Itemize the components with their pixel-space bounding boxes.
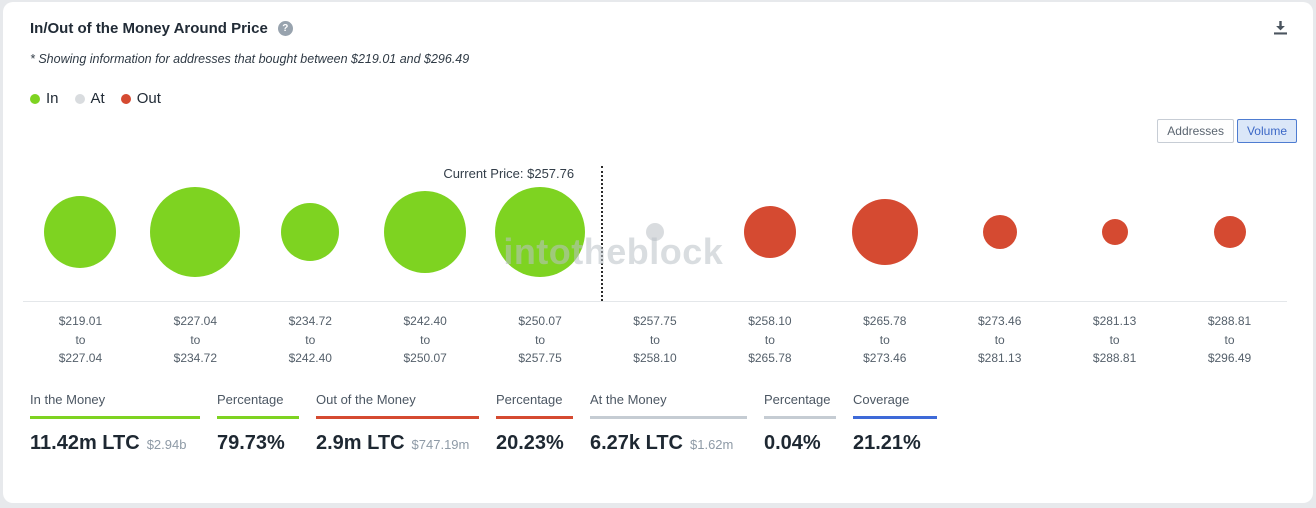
bubble-col-5 xyxy=(483,187,598,277)
bubble-out[interactable] xyxy=(1101,219,1128,245)
toggle-addresses-button[interactable]: Addresses xyxy=(1157,119,1234,143)
legend: In At Out xyxy=(30,90,1286,107)
current-price-label: Current Price: $257.76 xyxy=(443,166,575,181)
stat-1-in-the-money: In the Money 11.42m LTC $2.94b xyxy=(30,392,200,455)
bubble-col-6 xyxy=(598,223,713,241)
axis-label-5: $250.07 to $257.75 xyxy=(518,314,562,366)
bubble-at[interactable] xyxy=(645,223,664,241)
axis-label-2: $227.04 to $234.72 xyxy=(173,314,218,366)
stats-row: In the Money 11.42m LTC $2.94b Percentage 79… xyxy=(30,392,1286,455)
current-price-line xyxy=(600,166,603,301)
bubble-col-10 xyxy=(1057,219,1172,245)
bubble-in[interactable] xyxy=(281,203,340,261)
stat-label: Out of the Money xyxy=(316,392,479,419)
legend-label: In xyxy=(46,90,59,107)
stat-sub: $2.94b xyxy=(146,436,187,452)
legend-label: At xyxy=(90,90,105,107)
x-axis: $219.01 to $227.04 $227.04 to $234.72 $234.72 t… xyxy=(23,301,1287,368)
axis-label-4: $242.40 to $250.07 xyxy=(403,314,447,366)
stat-value: 11.42m LTC xyxy=(30,431,140,454)
stat-value: 21.21% xyxy=(853,431,921,454)
axis-label-10: $281.13 to $288.81 xyxy=(1092,314,1137,366)
legend-label: Out xyxy=(136,90,161,107)
axis-label-3: $234.72 to $242.40 xyxy=(288,314,332,366)
axis-label-6: $257.75 to $258.10 xyxy=(633,314,677,366)
axis-label-7: $258.10 to $265.78 xyxy=(748,314,792,366)
stat-2-percentage: Percentage 79.73% xyxy=(217,392,299,455)
stat-values: 79.73% xyxy=(217,432,299,455)
toggle-volume-button[interactable]: Volume xyxy=(1236,119,1297,143)
filter-note: * Showing information for addresses that… xyxy=(30,52,470,66)
stat-value: 6.27k LTC xyxy=(590,431,683,454)
bubble-band xyxy=(23,163,1287,301)
bubble-col-4 xyxy=(368,191,483,273)
stat-value: 0.04% xyxy=(764,431,821,454)
stat-label: Percentage xyxy=(496,392,573,419)
bubble-col-7 xyxy=(712,206,827,258)
stat-label: Percentage xyxy=(217,392,299,419)
view-toggle: Addresses Volume xyxy=(19,119,1297,143)
stat-5-at-the-money: At the Money 6.27k LTC $1.62m xyxy=(590,392,747,455)
bubble-out[interactable] xyxy=(982,215,1017,249)
stat-sub: $1.62m xyxy=(690,436,734,452)
bubble-out[interactable] xyxy=(1213,216,1246,248)
bubble-col-9 xyxy=(942,215,1057,249)
stat-values: 11.42m LTC $2.94b xyxy=(30,432,200,455)
stat-label: Coverage xyxy=(853,392,937,419)
stat-label: Percentage xyxy=(764,392,836,419)
stat-value: 20.23% xyxy=(496,431,564,454)
download-button[interactable] xyxy=(1270,18,1291,38)
legend-item-in[interactable]: In xyxy=(30,90,59,107)
stat-value: 2.9m LTC xyxy=(316,431,405,454)
stat-values: 2.9m LTC $747.19m xyxy=(316,432,479,455)
in-out-money-card: In/Out of the Money Around Price ? * Sho… xyxy=(3,2,1313,503)
bubble-chart: Current Price: $257.76 intotheblock xyxy=(23,163,1287,301)
stat-3-out-of-the-money: Out of the Money 2.9m LTC $747.19m xyxy=(316,392,479,455)
bubble-out[interactable] xyxy=(743,206,796,258)
bubble-in[interactable] xyxy=(150,187,241,277)
help-icon[interactable]: ? xyxy=(277,20,293,36)
stat-label: At the Money xyxy=(590,392,747,419)
axis-label-1: $219.01 to $227.04 xyxy=(58,314,103,366)
legend-dot-at xyxy=(74,93,85,104)
axis-label-8: $265.78 to $273.46 xyxy=(863,314,907,366)
page-title: In/Out of the Money Around Price xyxy=(30,19,268,37)
legend-item-out[interactable]: Out xyxy=(120,90,161,107)
bubble-col-1 xyxy=(23,196,138,268)
header: In/Out of the Money Around Price ? xyxy=(3,2,1313,38)
bubble-col-3 xyxy=(253,203,368,261)
legend-dot-in xyxy=(30,93,40,104)
stat-values: 6.27k LTC $1.62m xyxy=(590,432,747,455)
stat-values: 0.04% xyxy=(764,432,836,455)
stat-label: In the Money xyxy=(30,392,200,419)
bubble-in[interactable] xyxy=(44,196,117,268)
legend-dot-out xyxy=(120,93,131,104)
bubble-col-2 xyxy=(138,187,253,277)
axis-label-9: $273.46 to $281.13 xyxy=(978,314,1022,366)
stat-values: 20.23% xyxy=(496,432,573,455)
bubble-col-8 xyxy=(827,199,942,265)
bubble-in[interactable] xyxy=(384,191,467,273)
download-icon xyxy=(1274,21,1287,35)
bubble-in[interactable] xyxy=(495,187,586,277)
stat-4-percentage: Percentage 20.23% xyxy=(496,392,573,455)
legend-item-at[interactable]: At xyxy=(74,90,105,107)
stat-values: 21.21% xyxy=(853,432,937,455)
stat-sub: $747.19m xyxy=(411,436,470,452)
stat-value: 79.73% xyxy=(217,431,285,454)
stat-6-percentage: Percentage 0.04% xyxy=(764,392,836,455)
axis-label-11: $288.81 to $296.49 xyxy=(1207,314,1252,366)
stat-7-coverage: Coverage 21.21% xyxy=(853,392,937,455)
bubble-out[interactable] xyxy=(851,199,918,265)
bubble-col-11 xyxy=(1172,216,1287,248)
